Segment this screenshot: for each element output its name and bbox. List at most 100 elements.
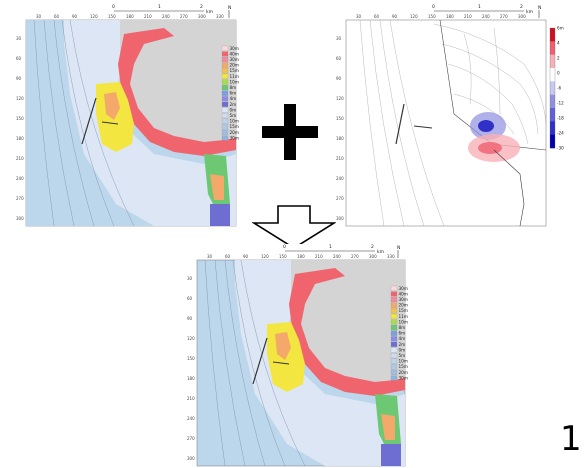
legend-swatch <box>221 68 229 74</box>
y-tick-label: 300 <box>16 216 24 221</box>
x-tick-label: 90 <box>72 14 78 19</box>
legend-swatch <box>390 285 398 291</box>
x-tick-label: 300 <box>518 14 526 19</box>
scale-tick-0: 0 <box>112 4 115 10</box>
difference-legend-label: -18 <box>557 116 564 121</box>
legend-label: 40m <box>230 51 239 56</box>
scale-tick-2: 2 <box>200 4 203 10</box>
legend-label: 15m <box>230 124 239 129</box>
legend-label: 8m <box>399 325 406 330</box>
north-label: N <box>228 5 231 11</box>
map-a-land <box>120 20 236 150</box>
legend-label: 20m <box>399 303 408 308</box>
scale-tick-2: 2 <box>371 244 374 250</box>
figure-number: 1 <box>560 419 582 459</box>
map-b-road <box>493 149 525 227</box>
map-c-shallow-sea <box>235 260 405 466</box>
legend-swatch <box>221 57 229 63</box>
legend-label: 20m <box>230 63 239 68</box>
x-tick-label: 120 <box>410 14 418 19</box>
legend-swatch <box>390 347 398 353</box>
legend-label: 10m <box>230 79 239 84</box>
legend-swatch <box>390 341 398 347</box>
scale-tick-0: 0 <box>283 244 286 250</box>
y-tick-label: 30 <box>16 36 22 41</box>
legend-label: 10m <box>399 359 408 364</box>
legend-swatch <box>221 96 229 102</box>
down-arrow-icon <box>252 205 336 249</box>
map-c-scale-bar: 0 1 2 km <box>283 244 384 255</box>
map-c-contours <box>204 259 306 467</box>
legend-swatch <box>221 79 229 85</box>
north-label: N <box>538 5 541 11</box>
y-tick-label: 210 <box>336 156 344 161</box>
legend-label: 11m <box>230 74 239 79</box>
legend-swatch <box>221 129 229 135</box>
map-a-contours <box>33 19 135 227</box>
legend-swatch <box>221 45 229 51</box>
x-tick-label: 150 <box>108 14 116 19</box>
legend-swatch <box>390 375 398 381</box>
north-arrow-icon: N <box>538 5 541 18</box>
difference-legend-label: 2 <box>557 56 560 61</box>
y-tick-label: 90 <box>336 76 342 81</box>
combined-elevation-map-bottom: 30 60 90 120 150 180 210 240 270 300 330… <box>175 244 409 468</box>
x-tick-label: 270 <box>500 14 508 19</box>
x-tick-label: 180 <box>126 14 134 19</box>
legend-swatch <box>221 118 229 124</box>
y-tick-label: 60 <box>16 56 22 61</box>
legend-label: 15m <box>399 308 408 313</box>
map-a-inundation-red <box>118 28 236 156</box>
legend-label: 15m <box>399 364 408 369</box>
map-b-uplift-core <box>478 142 502 154</box>
legend-label: 40m <box>399 291 408 296</box>
legend-swatch <box>390 302 398 308</box>
y-tick-label: 90 <box>187 316 193 321</box>
difference-legend-swatch <box>550 134 555 149</box>
y-tick-label: 120 <box>16 96 24 101</box>
legend-label: 30m <box>399 297 408 302</box>
difference-legend-swatch <box>550 121 555 135</box>
y-tick-label: 300 <box>187 456 195 461</box>
x-tick-label: 240 <box>333 254 341 259</box>
map-a-scale-bar: 0 1 2 km <box>112 4 213 15</box>
legend-label: 30m <box>230 135 239 140</box>
y-tick-label: 60 <box>187 296 193 301</box>
map-b-frame <box>345 19 547 227</box>
legend-swatch <box>390 291 398 297</box>
x-tick-label: 150 <box>279 254 287 259</box>
legend-swatch <box>390 325 398 331</box>
x-tick-label: 30 <box>356 14 362 19</box>
legend-swatch <box>221 101 229 107</box>
y-tick-label: 60 <box>336 56 342 61</box>
map-b-y-ticks: 30 60 90 120 150 180 210 240 270 300 <box>336 36 344 221</box>
x-tick-label: 210 <box>464 14 472 19</box>
map-b-x-ticks: 30 60 90 120 150 180 210 240 270 300 <box>356 14 526 19</box>
legend-label: 11m <box>399 314 408 319</box>
y-tick-label: 150 <box>16 116 24 121</box>
map-a-x-ticks: 30 60 90 120 150 180 210 240 270 300 330 <box>36 14 224 19</box>
legend-swatch <box>221 113 229 119</box>
x-tick-label: 300 <box>198 14 206 19</box>
x-tick-label: 330 <box>387 254 395 259</box>
legend-label: 4m <box>230 96 237 101</box>
y-tick-label: 270 <box>16 196 24 201</box>
y-tick-label: 90 <box>16 76 22 81</box>
x-tick-label: 270 <box>351 254 359 259</box>
north-label: N <box>397 245 400 251</box>
x-tick-label: 90 <box>243 254 249 259</box>
difference-legend-swatch <box>550 81 555 95</box>
difference-legend-label: -12 <box>557 101 564 106</box>
difference-legend-label: -24 <box>557 131 564 136</box>
legend-swatch <box>390 364 398 370</box>
difference-legend-label: 6m <box>557 26 564 31</box>
map-a-y-ticks: 30 60 90 120 150 180 210 240 270 300 <box>16 36 24 221</box>
scale-unit: km <box>377 249 384 255</box>
difference-legend-swatch <box>550 68 555 82</box>
map-c-breakwater-2 <box>272 361 290 365</box>
map-a-inundation-blue <box>210 204 230 226</box>
map-c-inundation-red <box>289 268 405 396</box>
x-tick-label: 30 <box>36 14 42 19</box>
scale-tick-1: 1 <box>478 4 481 10</box>
map-c-inundation-orange-2 <box>381 414 395 440</box>
